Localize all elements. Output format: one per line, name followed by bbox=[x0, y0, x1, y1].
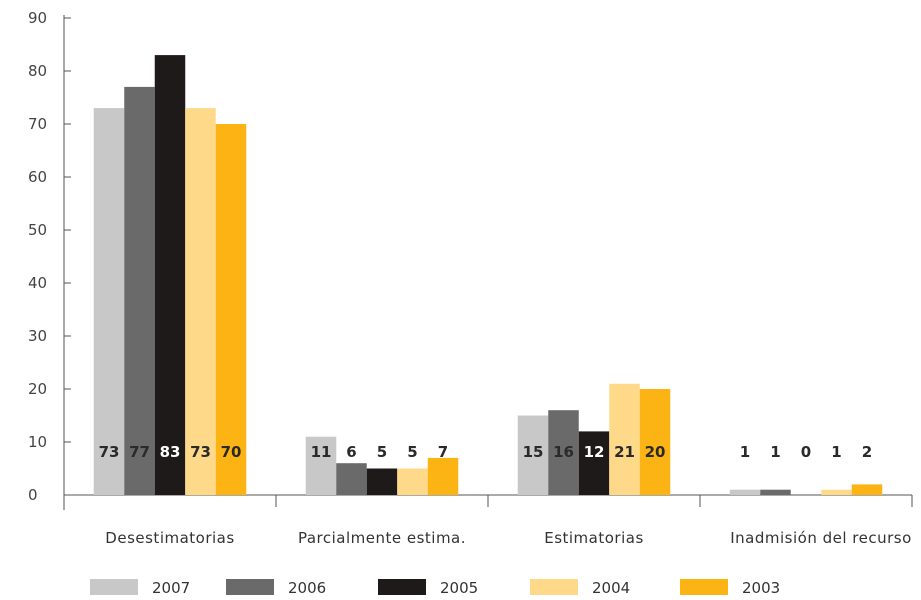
data-label: 77 bbox=[129, 443, 150, 461]
data-label: 83 bbox=[160, 443, 181, 461]
x-axis bbox=[64, 494, 913, 507]
bar bbox=[609, 383, 640, 495]
legend-item: 2007 bbox=[90, 579, 190, 597]
legend-swatch bbox=[378, 579, 426, 595]
data-label: 0 bbox=[801, 443, 811, 461]
y-tick-label: 90 bbox=[28, 9, 47, 27]
bar-group bbox=[517, 383, 671, 495]
data-label: 15 bbox=[523, 443, 544, 461]
bar bbox=[154, 55, 186, 495]
bar-group bbox=[729, 484, 883, 495]
data-label: 1 bbox=[740, 443, 750, 461]
legend-label: 2004 bbox=[592, 579, 630, 597]
data-labels: 73 77 83 73 70 11 6 5 5 7 15 16 12 21 20 1 1 0 1 2 bbox=[99, 443, 873, 461]
legend-swatch bbox=[226, 579, 274, 595]
bar bbox=[729, 489, 761, 495]
bar bbox=[517, 415, 549, 495]
x-category-label: Estimatorias bbox=[544, 529, 644, 547]
data-label: 21 bbox=[614, 443, 635, 461]
legend-swatch bbox=[530, 579, 578, 595]
y-tick-label: 80 bbox=[28, 62, 47, 80]
bar bbox=[305, 436, 337, 495]
y-tick-label: 30 bbox=[28, 327, 47, 345]
legend-label: 2005 bbox=[440, 579, 478, 597]
data-label: 1 bbox=[770, 443, 780, 461]
category-labels: Desestimatorias Parcialmente estima. Estim… bbox=[105, 529, 911, 547]
data-label: 5 bbox=[377, 443, 387, 461]
y-tick-label: 20 bbox=[28, 380, 47, 398]
x-category-label: Parcialmente estima. bbox=[298, 529, 466, 547]
legend: 2007 2006 2005 2004 2003 bbox=[90, 579, 780, 597]
x-category-label: Desestimatorias bbox=[105, 529, 234, 547]
data-label: 5 bbox=[407, 443, 417, 461]
legend-label: 2003 bbox=[742, 579, 780, 597]
bar bbox=[336, 463, 367, 495]
data-label: 1 bbox=[831, 443, 841, 461]
bar bbox=[366, 468, 398, 495]
data-label: 20 bbox=[645, 443, 666, 461]
x-category-label: Inadmisión del recurso bbox=[730, 529, 912, 547]
bar-group bbox=[305, 436, 459, 495]
bar bbox=[639, 389, 671, 495]
bar bbox=[851, 484, 883, 495]
bar bbox=[215, 124, 247, 495]
bar bbox=[185, 108, 216, 495]
bar bbox=[821, 489, 852, 495]
legend-item: 2006 bbox=[226, 579, 326, 597]
legend-swatch bbox=[90, 579, 138, 595]
bar-group bbox=[93, 55, 247, 496]
bars bbox=[93, 55, 883, 496]
data-label: 2 bbox=[862, 443, 872, 461]
y-tick-label: 40 bbox=[28, 274, 47, 292]
data-label: 73 bbox=[99, 443, 120, 461]
legend-item: 2005 bbox=[378, 579, 478, 597]
y-tick-label: 60 bbox=[28, 168, 47, 186]
y-tick-label: 70 bbox=[28, 115, 47, 133]
legend-item: 2003 bbox=[680, 579, 780, 597]
data-label: 11 bbox=[311, 443, 332, 461]
data-label: 12 bbox=[584, 443, 605, 461]
data-label: 73 bbox=[190, 443, 211, 461]
data-label: 70 bbox=[221, 443, 242, 461]
data-label: 16 bbox=[553, 443, 574, 461]
y-tick-label: 50 bbox=[28, 221, 47, 239]
bar bbox=[93, 108, 125, 495]
y-tick-label: 0 bbox=[28, 486, 38, 504]
legend-label: 2007 bbox=[152, 579, 190, 597]
data-label: 7 bbox=[438, 443, 448, 461]
bar bbox=[548, 410, 579, 495]
bar bbox=[760, 489, 791, 495]
legend-label: 2006 bbox=[288, 579, 326, 597]
legend-swatch bbox=[680, 579, 728, 595]
y-axis: 0 10 20 30 40 50 60 70 80 90 bbox=[28, 9, 71, 510]
bar bbox=[427, 457, 459, 495]
bar bbox=[124, 86, 155, 496]
data-label: 6 bbox=[346, 443, 356, 461]
y-tick-label: 10 bbox=[28, 433, 47, 451]
bar bbox=[578, 431, 610, 495]
bar bbox=[397, 468, 428, 495]
legend-item: 2004 bbox=[530, 579, 630, 597]
